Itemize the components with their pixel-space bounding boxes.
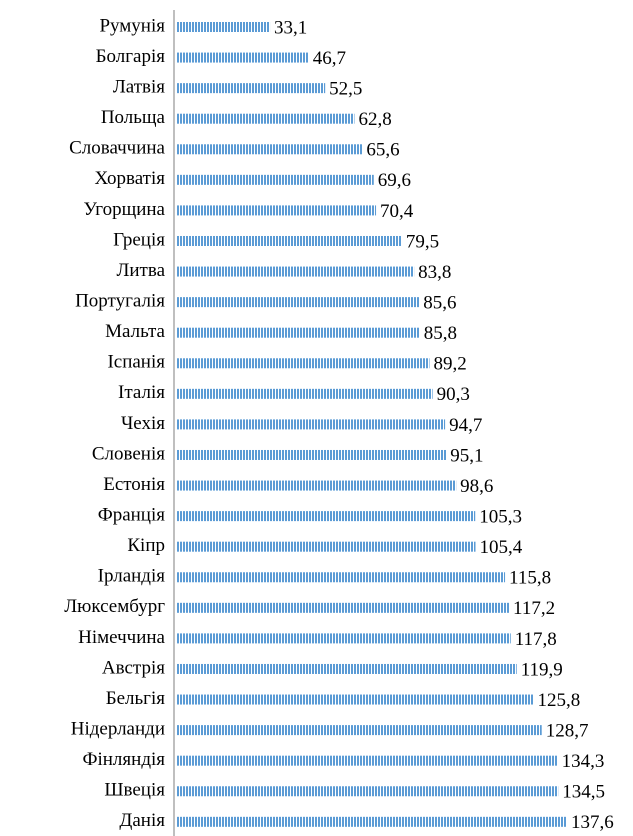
category-label: Греція [113, 229, 165, 250]
category-label: Словаччина [69, 138, 165, 159]
value-label: 117,2 [513, 598, 555, 619]
bar [176, 358, 430, 369]
bar [176, 816, 567, 827]
value-label: 33,1 [274, 17, 307, 38]
category-label: Швеція [104, 780, 165, 801]
bar [176, 755, 558, 766]
value-label: 128,7 [546, 720, 589, 741]
bar [176, 419, 446, 430]
category-label: Люксембург [64, 596, 165, 617]
category-label: Польща [101, 107, 166, 128]
bar [176, 327, 420, 338]
value-label: 70,4 [380, 201, 414, 222]
category-label: Австрія [102, 657, 165, 678]
category-label: Болгарія [96, 46, 166, 67]
value-label: 89,2 [433, 354, 466, 375]
value-label: 65,6 [366, 140, 399, 161]
bar [176, 22, 271, 32]
category-label: Ірландія [98, 566, 166, 587]
value-label: 95,1 [450, 445, 483, 466]
value-label: 52,5 [329, 78, 362, 99]
category-label: Литва [116, 260, 165, 281]
bar [176, 633, 511, 644]
category-label: Хорватія [94, 168, 165, 189]
value-label: 125,8 [537, 690, 580, 711]
value-label: 119,9 [521, 659, 563, 680]
category-label: Угорщина [83, 199, 165, 220]
category-label: Італія [118, 382, 165, 403]
category-label: Бельгія [106, 688, 166, 709]
bar [176, 235, 402, 246]
category-label: Данія [119, 810, 165, 831]
bar [176, 144, 363, 155]
value-label: 85,8 [424, 323, 457, 344]
category-label: Нідерланди [71, 718, 165, 739]
bar [176, 113, 355, 124]
value-label: 79,5 [406, 231, 439, 252]
bar [176, 388, 433, 399]
value-label: 117,8 [515, 629, 557, 650]
bar [176, 205, 377, 216]
value-label: 115,8 [509, 568, 551, 589]
value-label: 105,3 [479, 506, 522, 527]
category-label: Естонія [103, 474, 165, 495]
category-label: Чехія [121, 413, 165, 434]
bar [176, 694, 534, 705]
bar [176, 572, 506, 583]
bar [176, 297, 420, 308]
value-label: 69,6 [378, 170, 411, 191]
bar [176, 83, 326, 94]
value-label: 83,8 [418, 262, 451, 283]
category-label: Німеччина [78, 627, 165, 648]
category-label: Румунія [99, 15, 165, 36]
bar [176, 663, 517, 674]
value-label: 94,7 [449, 415, 482, 436]
category-label: Португалія [75, 290, 165, 311]
value-label: 134,5 [562, 782, 605, 803]
bar [176, 480, 457, 491]
bar [176, 786, 559, 797]
bar [176, 266, 415, 277]
bar [176, 52, 309, 63]
category-label: Франція [98, 504, 166, 525]
category-label: Іспанія [107, 352, 165, 373]
value-label: 105,4 [480, 537, 523, 558]
value-label: 137,6 [571, 812, 614, 833]
bar [176, 174, 374, 185]
bar [176, 511, 476, 522]
bar [176, 725, 542, 736]
bar [176, 449, 447, 460]
category-label: Словенія [92, 443, 165, 464]
value-label: 62,8 [358, 109, 391, 130]
value-label: 85,6 [423, 292, 456, 313]
value-label: 98,6 [460, 476, 493, 497]
value-label: 134,3 [562, 751, 605, 772]
value-label: 90,3 [437, 384, 470, 405]
category-label: Латвія [113, 76, 165, 97]
bar [176, 541, 476, 552]
category-label: Кіпр [127, 535, 165, 556]
bar [176, 602, 510, 613]
category-label: Фінляндія [82, 749, 165, 770]
value-label: 46,7 [313, 48, 346, 69]
category-label: Мальта [105, 321, 165, 342]
